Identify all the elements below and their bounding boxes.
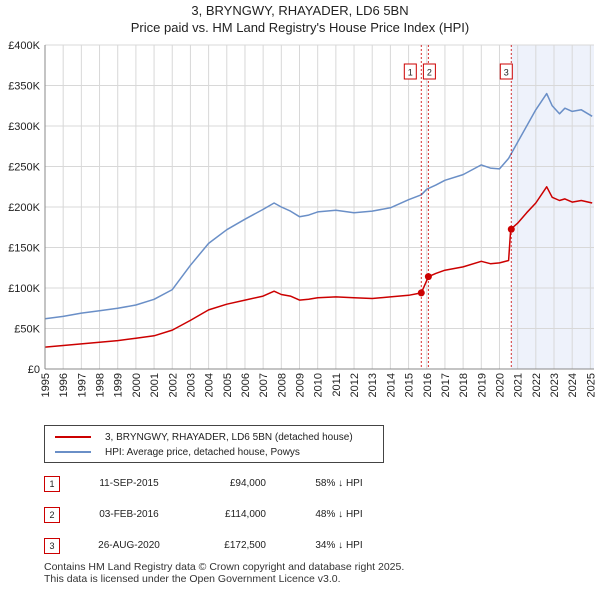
- x-tick-label: 2002: [167, 373, 179, 397]
- x-tick-label: 2001: [149, 373, 161, 397]
- x-tick-label: 2000: [131, 373, 143, 397]
- y-tick-label: £0: [28, 364, 40, 376]
- transaction-label-box: [422, 63, 436, 80]
- transaction-price: £94,000: [229, 478, 266, 489]
- transaction-date: 11-SEP-2015: [99, 478, 159, 489]
- x-tick-label: 2025: [585, 373, 597, 397]
- x-tick-label: 2016: [422, 373, 434, 397]
- x-tick-label: 2008: [276, 373, 288, 397]
- x-tick-label: 2017: [440, 373, 452, 397]
- x-tick-label: 2019: [476, 373, 488, 397]
- transaction-label: 3: [504, 68, 509, 78]
- x-tick-label: 1996: [58, 373, 70, 397]
- x-tick-label: 2010: [313, 373, 325, 397]
- transaction-date: 03-FEB-2016: [99, 509, 159, 520]
- legend-label-property: 3, BRYNGWY, RHAYADER, LD6 5BN (detached …: [105, 431, 353, 443]
- y-tick-label: £400K: [8, 40, 40, 52]
- chart-title: 3, BRYNGWY, RHAYADER, LD6 5BN: [191, 3, 409, 18]
- y-tick-label: £100K: [8, 283, 40, 295]
- chart-subtitle: Price paid vs. HM Land Registry's House …: [130, 20, 470, 35]
- transaction-point: [417, 289, 425, 297]
- x-tick-label: 1997: [76, 373, 88, 397]
- x-tick-label: 2022: [531, 373, 543, 397]
- transaction-number: 1: [44, 476, 60, 492]
- x-tick-label: 2009: [295, 373, 307, 397]
- series-line-property: [44, 186, 593, 348]
- transaction-number: 2: [44, 507, 60, 523]
- transaction-label: 2: [427, 68, 432, 78]
- transaction-number: 3: [44, 538, 60, 554]
- x-tick-label: 2004: [204, 373, 216, 397]
- x-tick-label: 2024: [567, 373, 579, 397]
- y-tick-label: £50K: [14, 324, 40, 336]
- y-tick-label: £200K: [8, 202, 40, 214]
- x-tick-label: 2003: [185, 373, 197, 397]
- x-tick-label: 2021: [513, 373, 525, 397]
- x-tick-label: 2005: [222, 373, 234, 397]
- transaction-label-box: [403, 63, 417, 80]
- legend-swatch-red: [55, 436, 91, 438]
- y-tick-label: £150K: [8, 243, 40, 255]
- y-tick-label: £250K: [8, 162, 40, 174]
- transaction-label: 1: [408, 68, 413, 78]
- x-tick-label: 1999: [113, 373, 125, 397]
- x-tick-label: 2012: [349, 373, 361, 397]
- x-tick-label: 1995: [40, 373, 52, 397]
- legend-item-hpi: HPI: Average price, detached house, Powy…: [55, 445, 300, 459]
- x-tick-label: 2013: [367, 373, 379, 397]
- transaction-price: £114,000: [225, 509, 266, 520]
- x-tick-label: 2018: [458, 373, 470, 397]
- series-line-hpi: [44, 92, 593, 320]
- x-tick-label: 1998: [95, 373, 107, 397]
- transaction-point: [424, 273, 432, 281]
- transaction-label-box: [499, 63, 513, 80]
- footer-licence: This data is licensed under the Open Gov…: [44, 573, 341, 585]
- x-tick-label: 2006: [240, 373, 252, 397]
- transaction-price: £172,500: [224, 540, 266, 551]
- legend-label-hpi: HPI: Average price, detached house, Powy…: [105, 446, 300, 458]
- x-tick-label: 2014: [385, 373, 397, 397]
- footer-copyright: Contains HM Land Registry data © Crown c…: [44, 561, 405, 573]
- y-tick-label: £300K: [8, 121, 40, 133]
- price-chart: 1 2 3 £0 £50K £100K £150K £200K £250K £300K £350K…: [8, 40, 597, 397]
- transaction-hpi-diff: 48% ↓ HPI: [315, 509, 363, 520]
- x-tick-label: 2015: [404, 373, 416, 397]
- legend-swatch-blue: [55, 451, 91, 453]
- transaction-hpi-diff: 58% ↓ HPI: [315, 478, 363, 489]
- x-tick-label: 2020: [494, 373, 506, 397]
- transaction-hpi-diff: 34% ↓ HPI: [315, 540, 363, 551]
- x-tick-label: 2011: [331, 373, 343, 397]
- x-tick-label: 2007: [258, 373, 270, 397]
- legend-item-property: 3, BRYNGWY, RHAYADER, LD6 5BN (detached …: [55, 430, 353, 444]
- legend: 3, BRYNGWY, RHAYADER, LD6 5BN (detached …: [44, 425, 384, 463]
- transaction-point: [507, 225, 515, 233]
- transaction-date: 26-AUG-2020: [98, 540, 160, 551]
- y-tick-label: £350K: [8, 81, 40, 93]
- x-tick-label: 2023: [549, 373, 561, 397]
